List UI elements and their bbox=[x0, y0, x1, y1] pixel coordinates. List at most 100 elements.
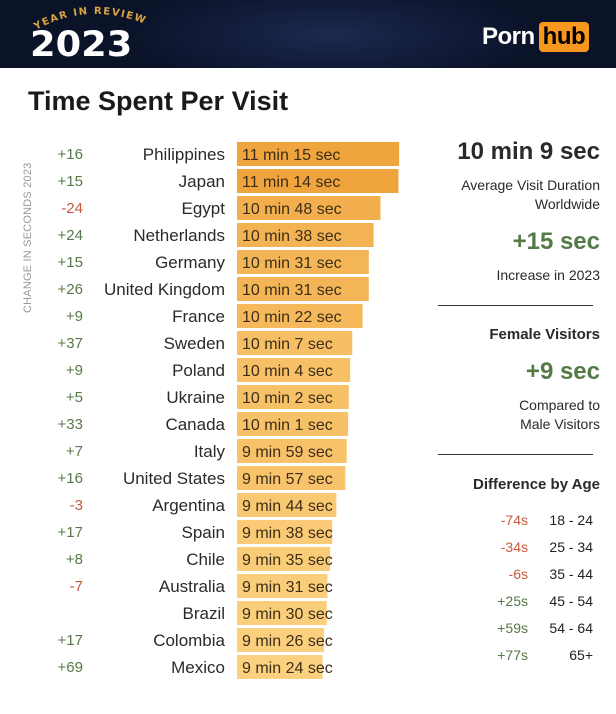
bar-value-label: 11 min 15 sec bbox=[242, 147, 340, 164]
bar-value-label: 9 min 44 sec bbox=[242, 498, 333, 515]
year-in-review-arc-text: YEAR IN REVIEW bbox=[31, 6, 146, 33]
age-diff-value: -74s bbox=[500, 512, 528, 528]
change-label: -3 bbox=[70, 497, 83, 514]
bar-value-label: 10 min 4 sec bbox=[242, 363, 333, 380]
age-row: -34s 25 - 34 bbox=[472, 539, 600, 559]
country-label: Mexico bbox=[171, 658, 225, 677]
bar-value-label: 9 min 35 sec bbox=[242, 552, 333, 569]
change-label: +5 bbox=[66, 389, 83, 406]
change-label: +16 bbox=[58, 146, 83, 163]
logo-part-1: Porn bbox=[482, 23, 535, 50]
age-diff-value: -6s bbox=[508, 566, 528, 582]
age-group-label: 25 - 34 bbox=[549, 539, 593, 555]
bar-value-label: 10 min 22 sec bbox=[242, 309, 342, 326]
logo-part-2: hub bbox=[538, 22, 590, 52]
bar-value-label: 9 min 31 sec bbox=[242, 579, 333, 596]
change-label: -7 bbox=[70, 578, 83, 595]
bar-value-label: 9 min 30 sec bbox=[242, 606, 333, 623]
female-visitors-heading: Female Visitors bbox=[489, 326, 600, 343]
change-label: +17 bbox=[58, 632, 83, 649]
age-row: +25s 45 - 54 bbox=[472, 593, 600, 613]
age-group-label: 35 - 44 bbox=[549, 566, 593, 582]
bar-argentina bbox=[237, 493, 337, 517]
worldwide-duration-label: Average Visit Duration Worldwide bbox=[461, 177, 600, 212]
bar-egypt bbox=[237, 196, 381, 220]
age-group-label: 45 - 54 bbox=[549, 593, 593, 609]
country-label: Italy bbox=[194, 442, 226, 461]
country-label: Chile bbox=[186, 550, 225, 569]
divider-2 bbox=[438, 454, 593, 455]
change-label: +15 bbox=[58, 254, 83, 271]
country-label: Japan bbox=[179, 172, 225, 191]
bar-value-label: 10 min 31 sec bbox=[242, 255, 342, 272]
header-glow bbox=[120, 0, 540, 68]
country-label: United Kingdom bbox=[104, 280, 225, 299]
bar-united-kingdom bbox=[237, 277, 369, 301]
change-label: +8 bbox=[66, 551, 83, 568]
country-label: Australia bbox=[159, 577, 226, 596]
increase-label: Increase in 2023 bbox=[496, 267, 600, 283]
worldwide-duration-value: 10 min 9 sec bbox=[457, 138, 600, 165]
age-row: -74s 18 - 24 bbox=[472, 512, 600, 532]
country-label: Spain bbox=[182, 523, 225, 542]
country-label: Germany bbox=[155, 253, 225, 272]
bar-france bbox=[237, 304, 363, 328]
change-label: +26 bbox=[58, 281, 83, 298]
country-label: United States bbox=[123, 469, 225, 488]
bar-chile bbox=[237, 547, 331, 571]
age-group-label: 18 - 24 bbox=[549, 512, 593, 528]
bar-value-label: 9 min 26 sec bbox=[242, 633, 333, 650]
age-group-label: 54 - 64 bbox=[549, 620, 593, 636]
change-label: -24 bbox=[61, 200, 83, 217]
year-title: 2023 bbox=[30, 25, 133, 65]
bar-value-label: 10 min 38 sec bbox=[242, 228, 342, 245]
bar-netherlands bbox=[237, 223, 374, 247]
bar-value-label: 9 min 59 sec bbox=[242, 444, 333, 461]
bar-colombia bbox=[237, 628, 324, 652]
age-diff-value: -34s bbox=[500, 539, 528, 555]
change-label: +69 bbox=[58, 659, 83, 676]
country-label: Netherlands bbox=[133, 226, 225, 245]
bar-germany bbox=[237, 250, 369, 274]
bar-value-label: 10 min 31 sec bbox=[242, 282, 342, 299]
age-row: +59s 54 - 64 bbox=[472, 620, 600, 640]
age-difference-heading: Difference by Age bbox=[473, 476, 600, 493]
bar-philippines bbox=[237, 142, 400, 166]
age-diff-value: +25s bbox=[497, 593, 528, 609]
country-label: Sweden bbox=[164, 334, 225, 353]
bar-value-label: 11 min 14 sec bbox=[242, 174, 340, 191]
age-row: -6s 35 - 44 bbox=[472, 566, 600, 586]
increase-value: +15 sec bbox=[512, 228, 600, 255]
bar-value-label: 10 min 48 sec bbox=[242, 201, 342, 218]
change-label: +15 bbox=[58, 173, 83, 190]
country-label: Brazil bbox=[182, 604, 225, 623]
change-label: +7 bbox=[66, 443, 83, 460]
age-diff-value: +59s bbox=[497, 620, 528, 636]
time-per-visit-chart: 11 min 15 sec Philippines +16 11 min 14 sec… bbox=[58, 142, 400, 679]
age-group-label: 65+ bbox=[569, 647, 593, 663]
bar-value-label: 10 min 7 sec bbox=[242, 336, 333, 353]
country-label: Ukraine bbox=[166, 388, 225, 407]
divider-1 bbox=[438, 305, 593, 306]
brand-logo[interactable]: Porn hub bbox=[482, 22, 590, 52]
female-visitors-label: Compared to Male Visitors bbox=[519, 397, 600, 432]
bar-poland bbox=[237, 358, 351, 382]
change-label: +37 bbox=[58, 335, 83, 352]
bar-sweden bbox=[237, 331, 353, 355]
country-label: Canada bbox=[165, 415, 225, 434]
page-title: Time Spent Per Visit bbox=[28, 86, 289, 116]
header-banner: YEAR IN REVIEW 2023 Porn hub bbox=[0, 0, 616, 68]
country-label: Colombia bbox=[153, 631, 225, 650]
change-label: +9 bbox=[66, 362, 83, 379]
bar-canada bbox=[237, 412, 349, 436]
bar-mexico bbox=[237, 655, 323, 679]
bar-value-label: 10 min 2 sec bbox=[242, 390, 333, 407]
bar-value-label: 9 min 24 sec bbox=[242, 660, 333, 677]
bar-united-states bbox=[237, 466, 346, 490]
country-label: France bbox=[172, 307, 225, 326]
change-label: +17 bbox=[58, 524, 83, 541]
bar-italy bbox=[237, 439, 347, 463]
country-label: Philippines bbox=[143, 145, 225, 164]
age-row: +77s 65+ bbox=[472, 647, 600, 667]
change-label: +24 bbox=[58, 227, 83, 244]
